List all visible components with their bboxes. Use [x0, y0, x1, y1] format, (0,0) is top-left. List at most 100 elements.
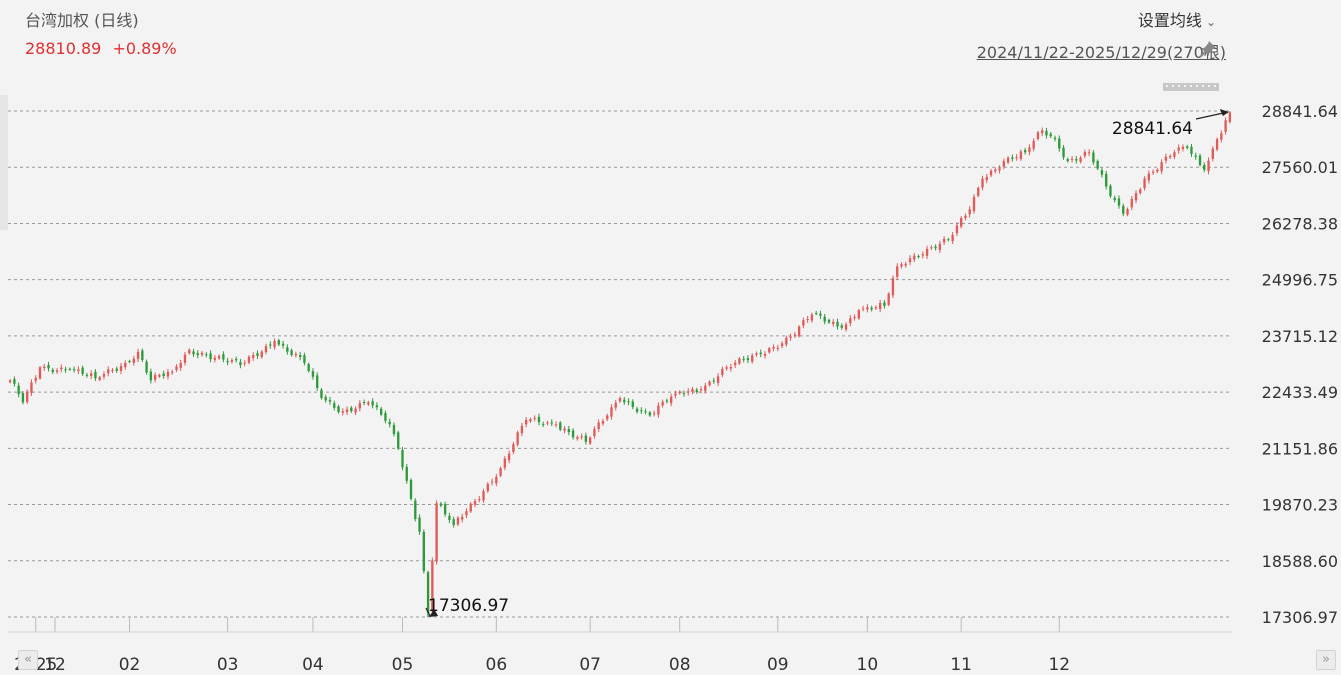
candle-body [866, 307, 869, 310]
candle-body [77, 369, 80, 372]
candle-body [661, 401, 664, 406]
scroll-right-button[interactable]: » [1316, 650, 1336, 670]
candle-body [891, 278, 895, 296]
scroll-left-button[interactable]: « [18, 650, 38, 670]
candle-body [1006, 157, 1010, 163]
candle-body [631, 401, 634, 408]
candle-body [354, 408, 357, 413]
candle-body [55, 370, 59, 372]
candle-body [1168, 156, 1172, 158]
candle-body [260, 351, 263, 357]
candle-body [431, 560, 434, 612]
y-tick-label: 22433.49 [1262, 383, 1338, 402]
candle-body [1134, 193, 1138, 201]
candle-body [704, 385, 707, 391]
candle-body [614, 402, 617, 408]
candle-body [1126, 209, 1129, 215]
candle-body [550, 422, 553, 424]
candle-body [1015, 157, 1018, 159]
candle-body [840, 325, 843, 328]
candle-body [337, 406, 340, 413]
candle-body [1041, 130, 1044, 134]
candle-body [13, 379, 16, 384]
candle-body [503, 458, 507, 468]
candle-body [392, 424, 396, 435]
pin-icon[interactable] [1198, 39, 1218, 59]
candle-body [209, 353, 212, 360]
ma-settings-button[interactable]: 设置均线 ⌄ [1138, 7, 1216, 31]
candle-body [797, 326, 801, 337]
candle-body [269, 344, 272, 346]
candle-body [371, 401, 374, 406]
candle-body [298, 355, 302, 357]
candle-body [196, 353, 199, 356]
candle-body [422, 531, 425, 572]
candle-body [98, 377, 101, 380]
candle-body [1113, 197, 1116, 201]
candle-body [601, 421, 605, 424]
y-tick-label: 23715.12 [1262, 327, 1338, 346]
candle-body [324, 397, 327, 401]
candle-body [776, 347, 779, 349]
low-arrowhead [429, 609, 439, 617]
candle-body [456, 517, 460, 525]
high-value-label: 28841.64 [1112, 119, 1193, 139]
candle-body [968, 209, 971, 215]
candle-body [960, 218, 963, 227]
candle-body [328, 399, 332, 402]
y-tick-label: 26278.38 [1262, 214, 1338, 233]
candle-body [38, 367, 42, 379]
candle-body [1181, 146, 1185, 150]
candle-body [1049, 133, 1052, 137]
y-tick-label: 24996.75 [1262, 271, 1338, 290]
candle-body [789, 336, 792, 338]
x-tick-label: 09 [767, 655, 789, 675]
candle-body [1053, 137, 1057, 140]
candle-body [486, 483, 489, 492]
candle-body [512, 444, 515, 452]
candle-body [17, 385, 20, 395]
candle-body [478, 499, 481, 501]
candle-body [525, 419, 528, 425]
left-edge-strip [0, 95, 8, 230]
candle-body [1151, 171, 1155, 173]
candle-body [281, 343, 285, 346]
price-line: 28810.89 +0.89% [25, 39, 177, 58]
candle-body [998, 168, 1001, 171]
candle-body [439, 503, 443, 506]
candle-body [768, 348, 771, 353]
candle-body [1023, 150, 1027, 153]
candle-body [900, 264, 903, 267]
candle-body [542, 423, 545, 425]
candle-body [1109, 185, 1112, 197]
candle-body [588, 437, 592, 444]
candle-body [443, 504, 447, 515]
candle-body [1164, 156, 1168, 161]
candle-body [806, 319, 809, 321]
candle-body [989, 170, 993, 176]
candle-body [1211, 148, 1214, 159]
date-range-selector[interactable]: 2024/11/22-2025/12/29(270根) [976, 43, 1226, 62]
candle-body [230, 359, 234, 362]
candle-body [1058, 138, 1061, 149]
candle-body [64, 369, 67, 371]
candle-body [473, 501, 477, 505]
candle-body [94, 371, 97, 379]
candle-body [495, 476, 498, 484]
candle-body [43, 366, 46, 369]
y-tick-label: 21151.86 [1262, 439, 1338, 458]
candle-body [34, 377, 37, 381]
y-tick-label: 19870.23 [1262, 496, 1338, 515]
candle-body [815, 313, 818, 315]
candle-body [345, 409, 349, 412]
candle-body [307, 364, 310, 372]
candle-body [793, 334, 797, 336]
y-tick-label: 18588.60 [1262, 552, 1338, 571]
annotations: 28841.64 17306.97 [425, 109, 1229, 617]
candle-body [1156, 169, 1159, 172]
candle-body [452, 519, 455, 526]
candle-body [712, 380, 715, 382]
candle-body [1203, 164, 1206, 170]
x-tick-label: 02 [119, 655, 141, 675]
